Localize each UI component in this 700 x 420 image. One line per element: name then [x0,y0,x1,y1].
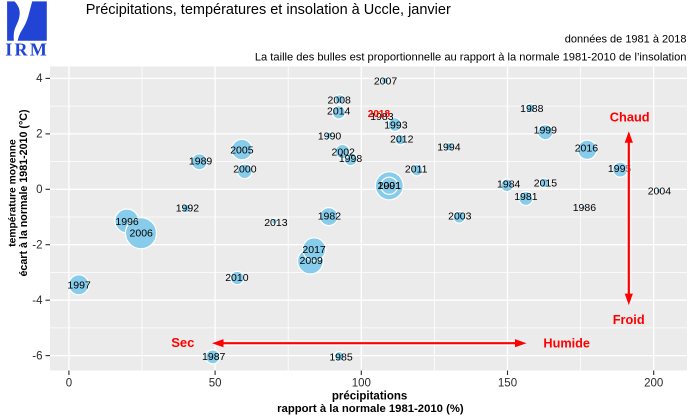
svg-text:Sec: Sec [171,335,194,350]
svg-text:1999: 1999 [534,125,558,137]
svg-text:0: 0 [36,184,42,196]
svg-text:2: 2 [36,129,42,141]
svg-text:2009: 2009 [300,255,324,267]
svg-text:1985: 1985 [329,351,353,363]
svg-text:écart à la normale 1981-2010 (: écart à la normale 1981-2010 (°C) [18,109,30,276]
svg-text:2000: 2000 [233,164,257,176]
svg-text:1981: 1981 [514,191,538,203]
svg-text:La taille des bulles est propo: La taille des bulles est proportionnelle… [255,52,687,64]
svg-text:2014: 2014 [327,106,351,118]
svg-text:-6: -6 [32,350,42,362]
svg-text:2011: 2011 [405,164,428,176]
svg-text:-4: -4 [32,295,43,307]
svg-text:1984: 1984 [497,178,521,190]
svg-text:rapport à la normale 1981-2010: rapport à la normale 1981-2010 (%) [277,403,464,415]
svg-text:données de 1981 à 2018: données de 1981 à 2018 [565,34,687,46]
svg-text:1987: 1987 [202,351,226,363]
svg-text:1993: 1993 [384,120,408,132]
svg-text:2016: 2016 [575,142,599,154]
svg-text:2017: 2017 [302,244,326,256]
svg-text:1982: 1982 [318,211,342,223]
svg-text:précipitations: précipitations [332,391,407,403]
svg-text:1996: 1996 [115,216,139,228]
svg-text:1992: 1992 [176,202,200,214]
svg-text:température moyenne: température moyenne [8,139,19,247]
svg-text:4: 4 [36,73,43,85]
svg-text:2008: 2008 [328,94,352,106]
svg-text:2018: 2018 [368,109,391,120]
svg-text:2003: 2003 [448,211,472,223]
svg-text:1988: 1988 [520,103,544,115]
svg-text:2013: 2013 [264,217,288,229]
svg-text:Chaud: Chaud [610,110,650,125]
svg-text:2005: 2005 [230,145,254,157]
svg-text:1989: 1989 [189,155,213,167]
svg-text:200: 200 [644,377,663,389]
svg-text:1986: 1986 [573,202,597,214]
svg-text:2002: 2002 [332,146,356,158]
svg-text:Précipitations, températures e: Précipitations, températures et insolati… [86,2,451,18]
svg-text:0: 0 [66,377,72,389]
svg-text:1990: 1990 [318,130,342,142]
svg-text:1998: 1998 [339,153,363,165]
svg-text:IRM: IRM [5,40,49,60]
svg-text:Froid: Froid [613,312,645,327]
svg-text:50: 50 [209,377,222,389]
svg-text:2004: 2004 [648,186,672,198]
svg-text:2012: 2012 [390,134,414,146]
svg-text:2001: 2001 [378,180,402,192]
svg-text:2015: 2015 [534,178,558,190]
svg-text:Humide: Humide [543,336,590,350]
svg-text:100: 100 [352,377,371,389]
svg-text:1995: 1995 [608,163,632,175]
svg-text:2007: 2007 [374,76,398,88]
svg-text:2010: 2010 [225,272,249,284]
svg-text:1991: 1991 [378,180,402,192]
svg-text:1994: 1994 [437,142,461,154]
svg-text:2006: 2006 [130,227,154,239]
svg-text:-2: -2 [32,240,42,252]
svg-text:150: 150 [498,377,517,389]
svg-text:1997: 1997 [67,280,91,292]
svg-text:1983: 1983 [370,111,394,123]
